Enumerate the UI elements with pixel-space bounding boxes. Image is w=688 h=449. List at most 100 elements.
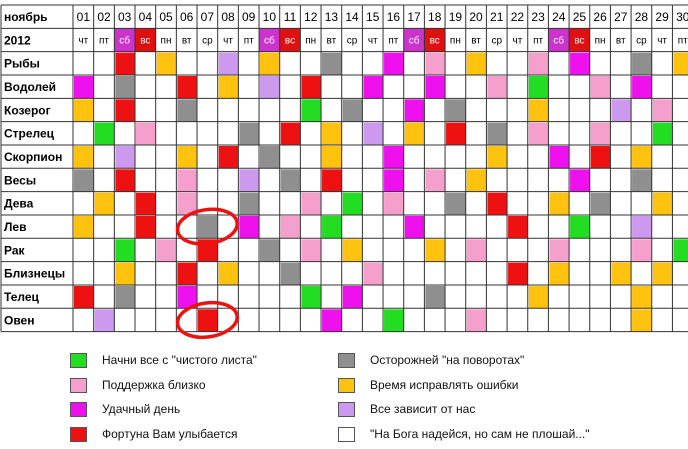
legend-item: Начни все с "чистого листа"	[70, 352, 257, 368]
weekday-label: сб	[409, 34, 420, 46]
forecast-cell	[177, 192, 198, 215]
forecast-cell	[239, 169, 260, 192]
forecast-cell	[611, 99, 632, 122]
weekday-label: пт	[244, 35, 254, 46]
legend-label: Удачный день	[102, 402, 181, 416]
forecast-cell	[177, 169, 198, 192]
forecast-cell	[74, 215, 94, 239]
forecast-cell	[632, 239, 652, 262]
forecast-cell	[322, 215, 342, 239]
weekday-label: пт	[99, 35, 109, 46]
forecast-cell	[611, 262, 632, 285]
day-number: 17	[407, 10, 421, 24]
forecast-cell	[301, 239, 322, 262]
day-number: 15	[366, 10, 380, 24]
forecast-cell	[404, 122, 425, 145]
legend-label: Время исправлять ошибки	[370, 378, 519, 392]
weekday-label: пн	[450, 35, 461, 46]
forecast-cell	[322, 52, 342, 75]
legend-swatch-lavender	[338, 401, 355, 417]
forecast-cell	[156, 52, 177, 75]
weekday-label: сб	[119, 34, 130, 46]
legend-label: Поддержка близко	[102, 378, 206, 392]
forecast-cell	[425, 75, 446, 99]
day-number: 06	[180, 10, 194, 24]
legend-item: Время исправлять ошибки	[338, 377, 519, 393]
forecast-cell	[280, 122, 301, 145]
forecast-cell	[570, 215, 590, 239]
legend-swatch-red	[70, 426, 87, 442]
forecast-cell	[632, 75, 652, 99]
forecast-cell	[322, 169, 342, 192]
legend-swatch-gray	[338, 352, 355, 368]
forecast-cell	[177, 75, 198, 99]
forecast-cell	[425, 285, 446, 309]
sign-label: Дева	[4, 197, 34, 211]
day-number: 10	[263, 10, 277, 24]
forecast-cell	[177, 262, 198, 285]
month-title: ноябрь	[4, 10, 48, 24]
forecast-cell	[322, 122, 342, 145]
forecast-cell	[632, 285, 652, 309]
day-number: 19	[449, 10, 463, 24]
forecast-cell	[590, 145, 611, 169]
weekday-label: вт	[471, 35, 481, 46]
day-number: 14	[345, 10, 359, 24]
day-number: 16	[387, 10, 401, 24]
forecast-cell	[260, 52, 280, 75]
day-number: 05	[159, 10, 173, 24]
forecast-cell	[549, 262, 570, 285]
sign-label: Водолей	[4, 80, 56, 94]
day-number: 21	[490, 10, 504, 24]
forecast-cell	[487, 145, 508, 169]
weekday-label: ср	[347, 35, 358, 46]
forecast-cell	[115, 262, 136, 285]
forecast-cell	[301, 75, 322, 99]
legend-swatch-white	[338, 426, 355, 442]
forecast-cell	[652, 262, 673, 285]
day-number: 18	[428, 10, 442, 24]
day-number: 09	[242, 10, 256, 24]
forecast-cell	[301, 192, 322, 215]
day-number: 12	[304, 10, 318, 24]
forecast-cell	[218, 262, 239, 285]
forecast-cell	[528, 285, 549, 309]
forecast-cell	[94, 309, 115, 332]
weekend-header-cell	[259, 28, 280, 52]
weekday-label: вт	[327, 35, 337, 46]
day-number: 26	[593, 10, 607, 24]
forecast-cell	[508, 262, 528, 285]
forecast-cell	[487, 122, 508, 145]
highlight-circle	[175, 300, 239, 340]
forecast-cell	[136, 215, 156, 239]
forecast-cell	[404, 99, 425, 122]
weekday-label: вт	[616, 35, 626, 46]
forecast-cell	[74, 145, 94, 169]
day-number: 24	[552, 10, 566, 24]
forecast-cell	[384, 192, 404, 215]
forecast-cell	[528, 75, 549, 99]
weekend-header-cell	[114, 28, 136, 52]
weekday-label: вт	[182, 35, 192, 46]
sign-label: Рак	[4, 243, 26, 257]
weekday-label: чт	[78, 35, 88, 46]
day-number: 08	[221, 10, 235, 24]
forecast-cell	[549, 145, 570, 169]
forecast-cell	[590, 122, 611, 145]
weekday-label: сб	[264, 34, 275, 46]
weekend-header-cell	[279, 28, 301, 52]
forecast-cell	[384, 309, 404, 332]
forecast-cell	[446, 122, 466, 145]
forecast-cell	[487, 75, 508, 99]
forecast-cell	[632, 215, 652, 239]
forecast-cell	[115, 99, 136, 122]
forecast-cell	[384, 52, 404, 75]
forecast-cell	[466, 169, 487, 192]
forecast-cell	[673, 239, 688, 262]
weekday-label: пт	[388, 35, 398, 46]
day-number: 01	[77, 10, 91, 24]
forecast-cell	[342, 239, 363, 262]
forecast-cell	[115, 145, 136, 169]
forecast-cell	[342, 99, 363, 122]
day-number: 30	[676, 10, 688, 24]
